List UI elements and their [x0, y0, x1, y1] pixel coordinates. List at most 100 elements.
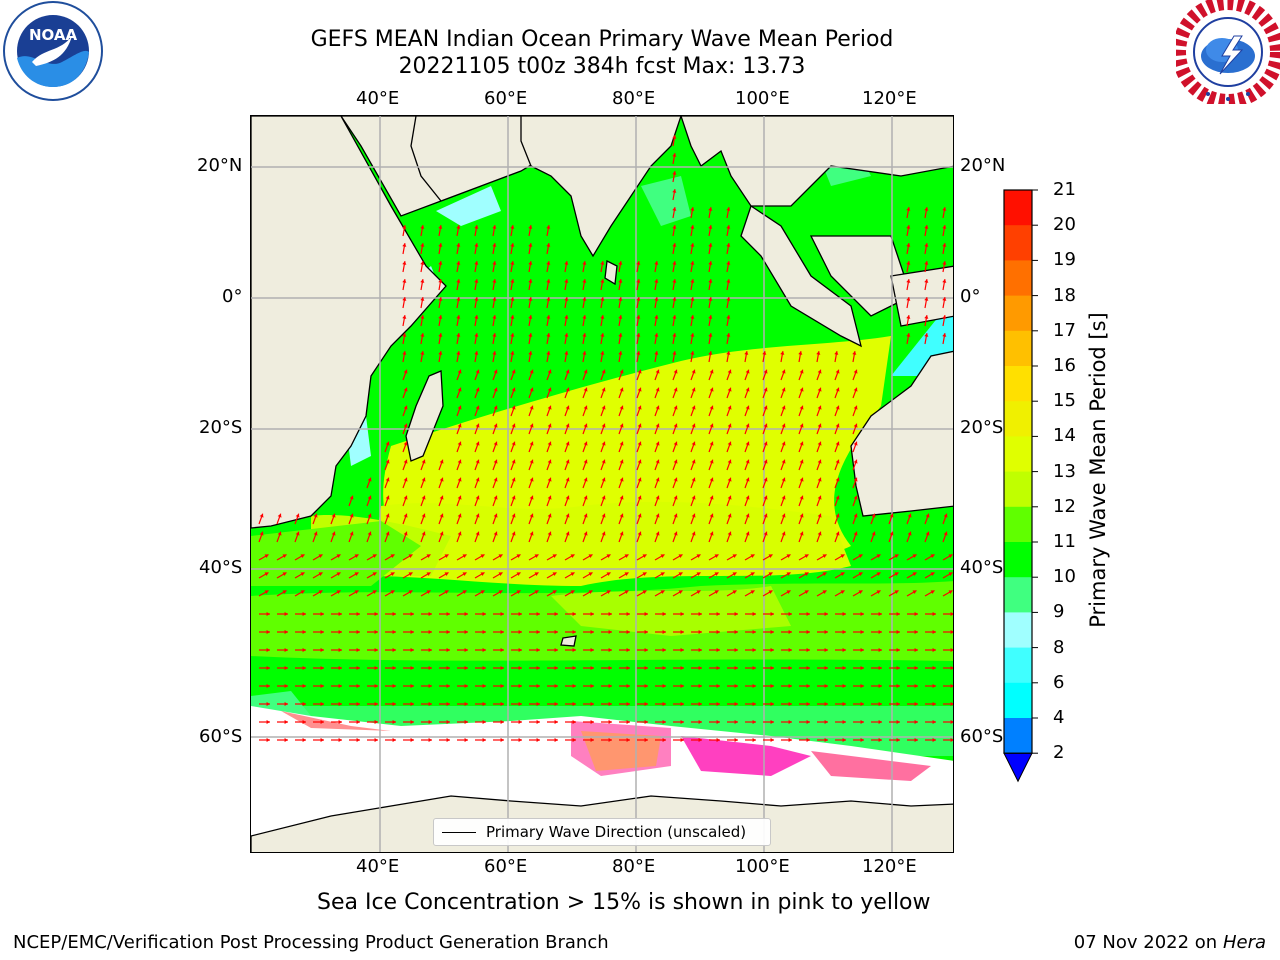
wave-arrow-head	[438, 225, 443, 229]
wave-arrow-head	[492, 351, 497, 355]
wave-arrow-head	[583, 459, 588, 464]
wave-arrow-head	[482, 719, 486, 725]
wave-arrow-head	[500, 683, 504, 689]
wave-arrow-head	[462, 572, 467, 576]
colorbar-bin	[1004, 682, 1032, 719]
wave-arrow-head	[835, 441, 840, 446]
legend-label: Primary Wave Direction (unscaled)	[486, 823, 747, 841]
wave-arrow-head	[390, 572, 395, 576]
wave-arrow-head	[410, 719, 414, 725]
wave-arrow-head	[932, 737, 936, 743]
colorbar-extend-triangle	[1003, 752, 1033, 783]
wave-arrow-head	[763, 441, 768, 446]
wave-arrow-head	[457, 405, 462, 410]
wave-arrow-head	[428, 683, 432, 689]
wave-arrow-head	[788, 719, 792, 725]
wave-arrow-head	[672, 261, 677, 265]
wave-arrow-head	[618, 333, 623, 337]
wave-arrow-head	[942, 333, 947, 337]
wave-arrow-head	[565, 369, 570, 374]
wave-arrow-head	[924, 333, 929, 337]
wave-arrow-head	[781, 369, 786, 374]
wave-arrow-head	[654, 351, 659, 355]
wave-arrow-head	[626, 665, 630, 671]
wave-arrow-head	[572, 737, 576, 743]
wave-arrow-head	[421, 459, 426, 464]
wave-arrow-head	[583, 441, 588, 446]
wave-arrow-head	[349, 531, 354, 536]
wave-arrow-head	[385, 459, 390, 464]
wave-arrow-head	[402, 243, 407, 247]
wave-arrow-head	[482, 737, 486, 743]
colorbar-bin	[1004, 577, 1032, 613]
wave-arrow-head	[492, 297, 497, 301]
wave-arrow-head	[511, 369, 516, 374]
wave-arrow-head	[842, 719, 846, 725]
wave-arrow-head	[637, 441, 642, 446]
colorbar-bin	[1004, 260, 1032, 297]
wave-arrow-head	[914, 665, 918, 671]
wave-arrow-head	[475, 513, 480, 518]
wave-arrow-head	[642, 554, 647, 558]
wave-arrow-head	[492, 261, 497, 265]
wave-arrow-head	[492, 333, 497, 337]
wave-arrow-head	[336, 572, 341, 576]
wave-arrow-head	[858, 554, 863, 558]
wave-arrow-head	[474, 225, 479, 229]
wave-arrow-head	[672, 243, 677, 247]
wave-arrow-head	[565, 459, 570, 464]
wave-arrow-head	[446, 737, 450, 743]
wave-arrow-head	[770, 737, 774, 743]
wave-arrow-head	[914, 611, 918, 617]
wave-arrow-head	[402, 297, 407, 301]
wave-arrow-head	[655, 495, 660, 500]
wave-arrow-head	[799, 513, 804, 518]
wave-arrow-head	[266, 701, 270, 707]
wave-arrow-head	[662, 719, 666, 725]
wave-arrow-head	[709, 423, 714, 428]
wave-arrow-head	[752, 719, 756, 725]
lat-tick-left-40s: 40°S	[199, 557, 243, 578]
wave-arrow-head	[606, 572, 611, 576]
wave-arrow-head	[654, 261, 659, 265]
wave-arrow-head	[690, 351, 695, 355]
wave-arrow-head	[534, 590, 539, 594]
wave-arrow-head	[516, 590, 521, 594]
wave-arrow-head	[835, 369, 840, 374]
colorbar-tick-label: 19	[1053, 249, 1076, 271]
wave-arrow-head	[510, 279, 515, 283]
wave-arrow-head	[583, 387, 588, 392]
wave-arrow-head	[565, 513, 570, 518]
colorbar	[1003, 189, 1038, 783]
wave-arrow-head	[852, 351, 857, 355]
wave-arrow-head	[619, 405, 624, 410]
wave-arrow-head	[536, 647, 540, 653]
wave-arrow-head	[320, 629, 324, 635]
wave-arrow-head	[942, 279, 947, 283]
wave-arrow-head	[511, 513, 516, 518]
wave-arrow-head	[528, 333, 533, 337]
wave-arrow-head	[457, 387, 462, 392]
sea-ice-caption: Sea Ice Concentration > 15% is shown in …	[317, 890, 931, 915]
wave-arrow-head	[673, 369, 678, 374]
wave-arrow-head	[565, 441, 570, 446]
wave-arrow-head	[709, 531, 714, 536]
wave-arrow-head	[660, 572, 665, 576]
wave-arrow-head	[354, 590, 359, 594]
wave-arrow-head	[824, 737, 828, 743]
wave-arrow-head	[727, 441, 732, 446]
wave-arrow-head	[582, 297, 587, 301]
wave-arrow-head	[824, 611, 828, 617]
wave-arrow-head	[457, 495, 462, 500]
wave-arrow-head	[835, 405, 840, 410]
wave-arrow-head	[906, 297, 911, 301]
wave-arrow-head	[806, 737, 810, 743]
wave-arrow-head	[608, 665, 612, 671]
wave-arrow-head	[781, 477, 786, 482]
colorbar-bin	[1004, 225, 1032, 261]
wave-arrow-head	[770, 629, 774, 635]
wave-arrow-head	[320, 737, 324, 743]
wave-arrow-head	[727, 423, 732, 428]
wave-arrow-head	[320, 611, 324, 617]
wave-arrow-head	[608, 629, 612, 635]
